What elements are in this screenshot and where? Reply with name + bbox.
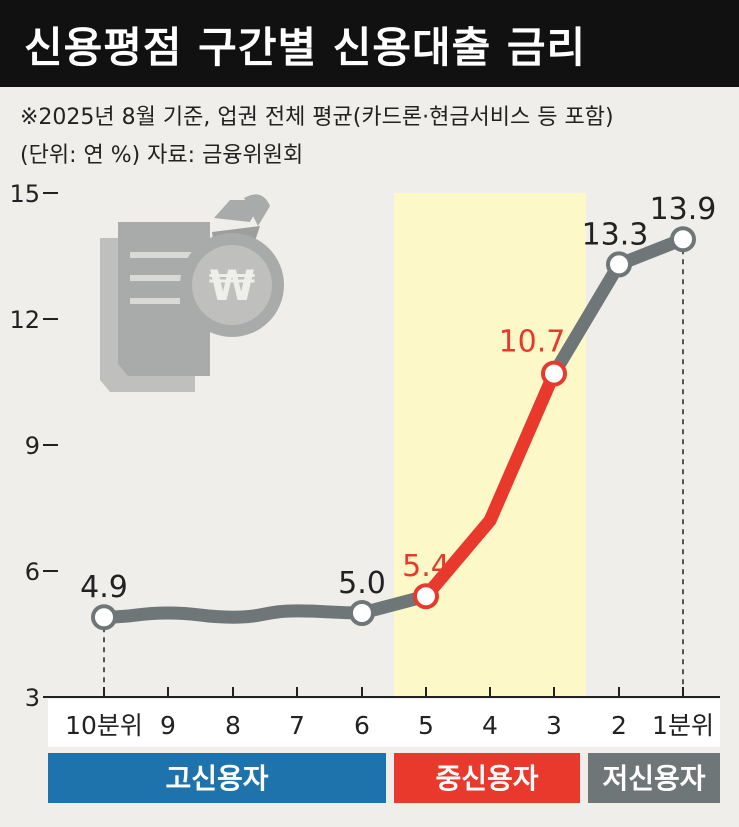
data-label: 10.7 [499,325,566,360]
group-label: 저신용자 [602,762,705,795]
x-tick-label: 9 [160,711,176,740]
y-tick-label: 9 [25,432,40,460]
x-tick-label: 2 [611,711,627,740]
series-line-high-credit [97,604,369,624]
y-tick-label: 6 [25,558,40,586]
data-point [541,360,567,387]
data-label: 4.9 [80,570,128,605]
x-label-strip [48,699,720,747]
data-point [670,226,696,253]
x-tick-label: 4 [482,711,498,740]
data-label: 5.0 [338,566,386,601]
x-tick-label: 8 [225,711,241,740]
data-label: 13.3 [582,217,649,252]
x-tick-label: 10분위 [65,711,143,740]
data-point [606,251,632,278]
group-label: 중신용자 [435,762,538,795]
x-tick-label: 7 [289,711,305,740]
y-tick-label: 15 [9,180,40,208]
y-tick-label: 3 [25,684,40,712]
chart-note: ※2025년 8월 기준, 업권 전체 평균(카드론·현금서비스 등 포함) [20,105,614,130]
title-bar: 신용평점 구간별 신용대출 금리 [0,0,739,87]
data-point [349,600,375,626]
data-label: 13.9 [650,192,717,227]
y-tick-label: 12 [9,306,40,334]
group-bar [48,753,386,803]
chart-title: 신용평점 구간별 신용대출 금리 [24,23,587,72]
money-document-icon: ₩ [100,194,284,392]
x-tick-label: 5 [418,711,434,740]
x-tick-label: 6 [354,711,370,740]
x-tick-label: 3 [546,711,562,740]
group-label: 고신용자 [165,762,268,795]
x-tick-label: 1분위 [652,711,714,740]
series-line-mid-credit [419,367,561,603]
data-label: 5.4 [402,549,450,584]
data-point [91,604,117,631]
unit-source-note: (단위: 연 %) 자료: 금융위원회 [20,143,304,168]
highlight-band [394,193,586,697]
svg-text:₩: ₩ [209,261,255,310]
group-bar [588,753,720,803]
data-point [413,583,439,610]
group-bar [394,753,580,803]
